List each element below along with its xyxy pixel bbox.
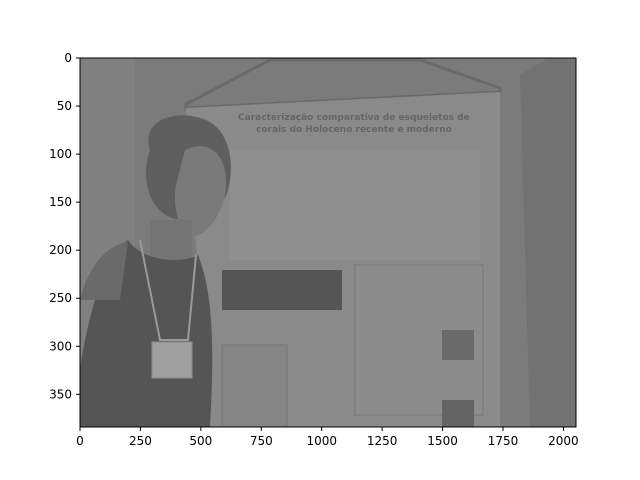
poster: Caracterização comparativa de esqueletos… bbox=[186, 92, 500, 428]
x-tick-label: 500 bbox=[189, 434, 212, 448]
y-tick-label: 300 bbox=[49, 339, 72, 353]
person-badge bbox=[151, 341, 193, 379]
person-face bbox=[174, 146, 227, 236]
x-tick-label: 1500 bbox=[427, 434, 458, 448]
y-tick-label: 200 bbox=[49, 243, 72, 257]
y-tick-label: 350 bbox=[49, 387, 72, 401]
x-tick-label: 750 bbox=[250, 434, 273, 448]
x-tick-label: 2000 bbox=[548, 434, 579, 448]
poster-title-line2: corais do Holoceno recente e moderno bbox=[256, 125, 452, 135]
y-tick-label: 0 bbox=[64, 51, 72, 65]
x-axis: 0 250 500 750 1000 1250 1500 1750 2000 bbox=[76, 427, 579, 448]
poster-figure-strip bbox=[222, 270, 342, 310]
poster-title-line1: Caracterização comparativa de esqueletos… bbox=[238, 113, 470, 123]
poster-photo-small bbox=[442, 330, 474, 360]
y-tick-label: 50 bbox=[57, 99, 72, 113]
y-tick-label: 100 bbox=[49, 147, 72, 161]
x-tick-label: 1000 bbox=[306, 434, 337, 448]
y-tick-label: 150 bbox=[49, 195, 72, 209]
x-tick-label: 1250 bbox=[367, 434, 398, 448]
poster-photo-bottom bbox=[442, 400, 474, 427]
photo: Caracterização comparativa de esqueletos… bbox=[80, 58, 576, 428]
axes-frame bbox=[79, 57, 577, 428]
person-lanyard bbox=[139, 239, 197, 341]
right-door bbox=[520, 58, 576, 427]
poster-table bbox=[221, 344, 288, 428]
x-tick-label: 250 bbox=[129, 434, 152, 448]
person bbox=[80, 115, 231, 427]
x-tick-label: 1750 bbox=[488, 434, 519, 448]
person-neck bbox=[150, 220, 192, 260]
x-tick-label: 0 bbox=[76, 434, 84, 448]
person-shoulder bbox=[80, 242, 128, 300]
y-axis: 0 50 100 150 200 250 300 350 bbox=[49, 51, 80, 401]
poster-text-block bbox=[230, 150, 480, 260]
y-tick-label: 250 bbox=[49, 291, 72, 305]
